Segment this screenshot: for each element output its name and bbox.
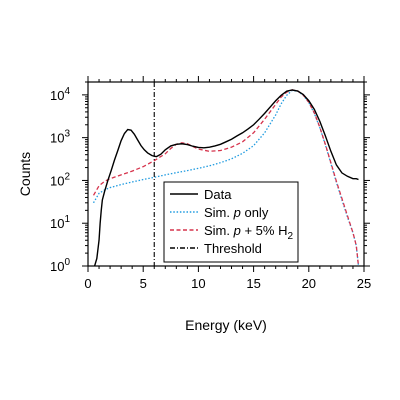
y-tick-label: 104 [50,86,70,103]
x-tick-label: 5 [140,276,147,291]
x-tick-label: 10 [191,276,205,291]
x-tick-label: 0 [84,276,91,291]
y-tick-label: 103 [50,129,70,146]
y-tick-label: 102 [50,171,70,188]
y-tick-label: 100 [50,257,70,274]
plot-frame [87,81,365,267]
x-axis-label: Energy (keV) [185,317,267,333]
series-line-0 [93,89,359,266]
x-tick-label: 20 [302,276,316,291]
legend-box [163,181,299,263]
series-line-1 [92,89,360,266]
legend-label-1: Sim. p only [204,205,269,220]
legend-label-2: Sim. p + 5% H2 [204,223,293,242]
x-tick-label: 25 [357,276,371,291]
legend-label-3: Threshold [204,241,262,256]
series-line-2 [92,89,360,266]
y-tick-label: 101 [50,214,70,231]
x-tick-label: 15 [246,276,260,291]
legend-label-0: Data [204,187,232,202]
plot-area [92,82,360,266]
y-axis-label: Counts [17,152,33,196]
axis-ticks [82,76,370,272]
